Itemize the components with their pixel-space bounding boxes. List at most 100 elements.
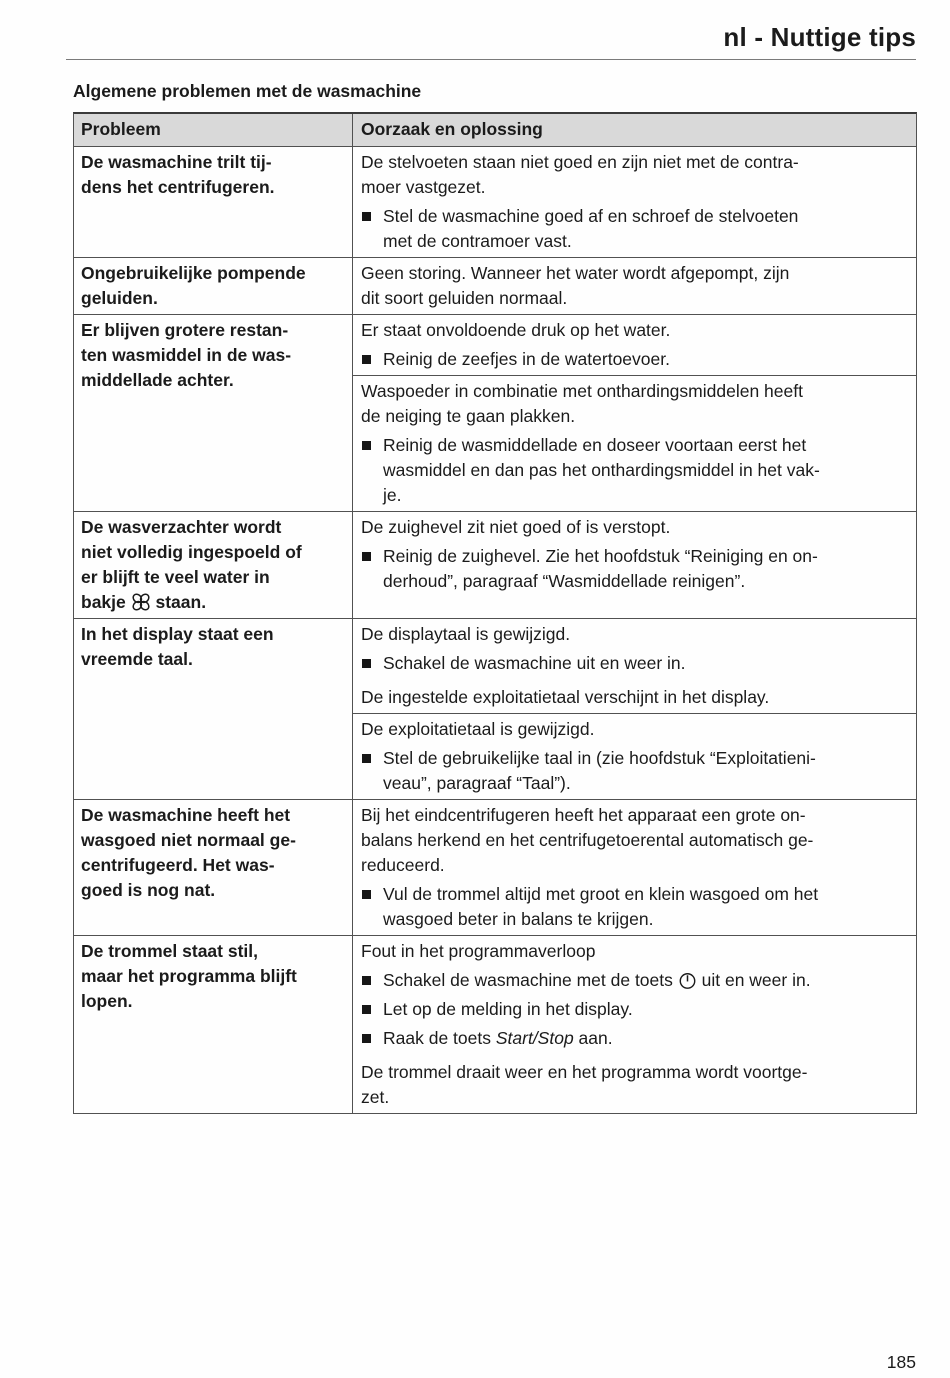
solution-subcell: De displaytaal is gewijzigd. Schakel de w… — [353, 619, 916, 714]
paragraph: De displaytaal is gewijzigd. — [361, 622, 906, 647]
text-run: Fout in het programmaverloop — [361, 941, 596, 961]
text-run: Waspoeder in combinatie met onthardingsm… — [361, 381, 803, 426]
problem-cell: De wasverzachter wordt niet volledig ing… — [74, 512, 353, 618]
solution-subcell: De stelvoeten staan niet goed en zijn ni… — [353, 147, 916, 257]
table-header-row: Probleem Oorzaak en oplossing — [74, 114, 916, 147]
solution-subcell: Geen storing. Wanneer het water wordt af… — [353, 258, 916, 314]
problem-cell: De trommel staat stil, maar het programm… — [74, 936, 353, 1113]
text-run: uit en weer in. — [696, 970, 811, 990]
square-bullet-icon — [362, 976, 371, 985]
text-run: Geen storing. Wanneer het water wordt af… — [361, 263, 790, 308]
solution-subcell: Waspoeder in combinatie met onthardingsm… — [353, 376, 916, 511]
paragraph: De trommel draait weer en het programma … — [361, 1060, 906, 1110]
table-row: De wasmachine trilt tij- dens het centri… — [74, 147, 916, 258]
solution-cell: De stelvoeten staan niet goed en zijn ni… — [353, 147, 916, 257]
text-run: Reinig de zeefjes in de watertoevoer. — [383, 349, 670, 369]
solution-cell: De zuighevel zit niet goed of is verstop… — [353, 512, 916, 618]
square-bullet-icon — [362, 754, 371, 763]
paragraph: Fout in het programmaverloop — [361, 939, 906, 964]
problem-cell: Er blijven grotere restan- ten wasmiddel… — [74, 315, 353, 511]
paragraph: De zuighevel zit niet goed of is verstop… — [361, 515, 906, 540]
bullet-item: Reinig de wasmiddellade en doseer voorta… — [361, 433, 906, 508]
square-bullet-icon — [362, 890, 371, 899]
text-run: In het display staat een vreemde taal. — [81, 624, 274, 669]
solution-cell: De displaytaal is gewijzigd. Schakel de w… — [353, 619, 916, 799]
bullet-item: Schakel de wasmachine uit en weer in. — [361, 651, 906, 676]
italic-text-run: Start/Stop — [495, 1028, 574, 1048]
bullet-text: Reinig de wasmiddellade en doseer voorta… — [383, 433, 906, 508]
square-bullet-icon — [362, 1005, 371, 1014]
text-run: De trommel staat stil, maar het programm… — [81, 941, 297, 1011]
table-row: Ongebruikelijke pompende geluiden. Geen s… — [74, 258, 916, 315]
solution-subcell: Fout in het programmaverloop Schakel de w… — [353, 936, 916, 1113]
problem-cell: Ongebruikelijke pompende geluiden. — [74, 258, 353, 314]
text-run: De stelvoeten staan niet goed en zijn ni… — [361, 152, 799, 197]
solution-subcell: Bij het eindcentrifugeren heeft het appa… — [353, 800, 916, 935]
square-bullet-icon — [362, 1034, 371, 1043]
text-run: De trommel draait weer en het programma … — [361, 1062, 808, 1107]
text-run: Schakel de wasmachine met de toets — [383, 970, 678, 990]
problem-cell: De wasmachine trilt tij- dens het centri… — [74, 147, 353, 257]
text-run: Ongebruikelijke pompende geluiden. — [81, 263, 306, 308]
bullet-text: Schakel de wasmachine uit en weer in. — [383, 651, 906, 676]
square-bullet-icon — [362, 355, 371, 364]
bullet-item: Stel de gebruikelijke taal in (zie hoofd… — [361, 746, 906, 796]
square-bullet-icon — [362, 212, 371, 221]
troubleshooting-table: Probleem Oorzaak en oplossing De wasmach… — [73, 112, 917, 1114]
table-row: In het display staat een vreemde taal. De… — [74, 619, 916, 800]
text-run: De wasmachine heeft het wasgoed niet nor… — [81, 805, 296, 900]
column-header-solution: Oorzaak en oplossing — [361, 119, 543, 139]
power-button-icon — [678, 971, 697, 990]
table-row: De trommel staat stil, maar het programm… — [74, 936, 916, 1113]
bullet-text: Vul de trommel altijd met groot en klein… — [383, 882, 906, 932]
text-run: Er staat onvoldoende druk op het water. — [361, 320, 671, 340]
square-bullet-icon — [362, 552, 371, 561]
header-rule — [66, 59, 916, 60]
bullet-text: Reinig de zeefjes in de watertoevoer. — [383, 347, 906, 372]
solution-subcell: De exploitatietaal is gewijzigd. Stel de … — [353, 714, 916, 799]
bullet-text: Schakel de wasmachine met de toets uit e… — [383, 968, 906, 993]
text-run: Vul de trommel altijd met groot en klein… — [383, 884, 819, 929]
text-run: Schakel de wasmachine uit en weer in. — [383, 653, 686, 673]
bullet-item: Schakel de wasmachine met de toets uit e… — [361, 968, 906, 993]
paragraph: Waspoeder in combinatie met onthardingsm… — [361, 379, 906, 429]
text-run: Bij het eindcentrifugeren heeft het appa… — [361, 805, 814, 875]
paragraph: Bij het eindcentrifugeren heeft het appa… — [361, 803, 906, 878]
table-body: De wasmachine trilt tij- dens het centri… — [74, 147, 916, 1113]
solution-cell: Geen storing. Wanneer het water wordt af… — [353, 258, 916, 314]
fabric-softener-icon — [131, 592, 151, 612]
bullet-text: Reinig de zuighevel. Zie het hoofdstuk “… — [383, 544, 906, 594]
text-run: staan. — [150, 592, 207, 612]
page-number: 185 — [886, 1352, 916, 1372]
page-title: nl - Nuttige tips — [723, 22, 916, 52]
bullet-text: Stel de wasmachine goed af en schroef de… — [383, 204, 906, 254]
solution-cell: Bij het eindcentrifugeren heeft het appa… — [353, 800, 916, 935]
text-run: De exploitatietaal is gewijzigd. — [361, 719, 595, 739]
square-bullet-icon — [362, 441, 371, 450]
bullet-item: Raak de toets Start/Stop aan. — [361, 1026, 906, 1051]
text-run: Er blijven grotere restan- ten wasmiddel… — [81, 320, 292, 390]
bullet-text: Raak de toets Start/Stop aan. — [383, 1026, 906, 1051]
text-run: Stel de wasmachine goed af en schroef de… — [383, 206, 799, 251]
bullet-item: Reinig de zeefjes in de watertoevoer. — [361, 347, 906, 372]
paragraph: Er staat onvoldoende druk op het water. — [361, 318, 906, 343]
paragraph: De ingestelde exploitatietaal verschijnt… — [361, 685, 906, 710]
solution-cell: Fout in het programmaverloop Schakel de w… — [353, 936, 916, 1113]
text-run: Reinig de wasmiddellade en doseer voorta… — [383, 435, 820, 505]
text-run: De displaytaal is gewijzigd. — [361, 624, 571, 644]
paragraph: De stelvoeten staan niet goed en zijn ni… — [361, 150, 906, 200]
table-row: De wasmachine heeft het wasgoed niet nor… — [74, 800, 916, 936]
text-run: Stel de gebruikelijke taal in (zie hoofd… — [383, 748, 816, 793]
paragraph: De exploitatietaal is gewijzigd. — [361, 717, 906, 742]
solution-subcell: Er staat onvoldoende druk op het water. R… — [353, 315, 916, 376]
bullet-text: Let op de melding in het display. — [383, 997, 906, 1022]
text-run: De zuighevel zit niet goed of is verstop… — [361, 517, 671, 537]
section-title: Algemene problemen met de wasmachine — [73, 81, 422, 101]
text-run: Reinig de zuighevel. Zie het hoofdstuk “… — [383, 546, 818, 591]
bullet-item: Let op de melding in het display. — [361, 997, 906, 1022]
text-run: De ingestelde exploitatietaal verschijnt… — [361, 687, 770, 707]
paragraph: Geen storing. Wanneer het water wordt af… — [361, 261, 906, 311]
column-header-problem: Probleem — [74, 114, 353, 146]
text-run: Raak de toets — [383, 1028, 496, 1048]
